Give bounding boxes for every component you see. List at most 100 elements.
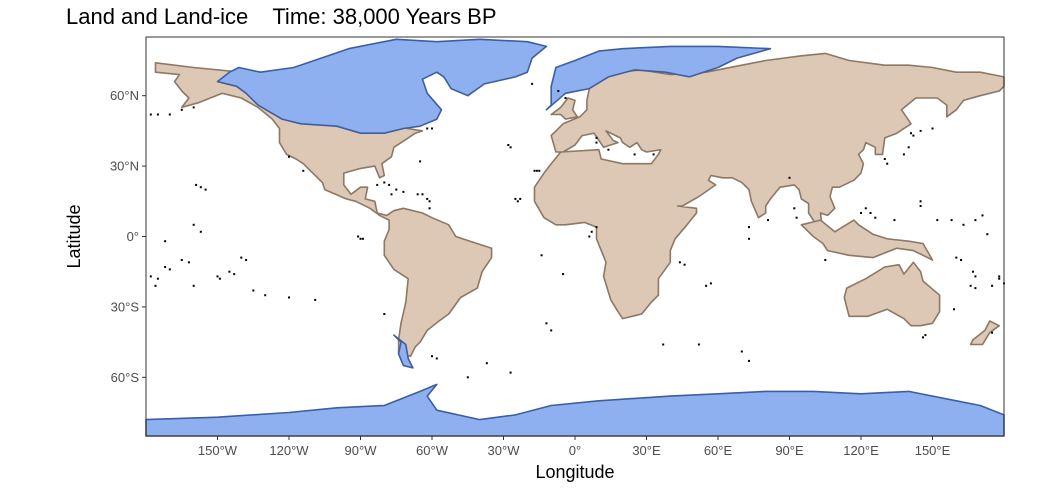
island-mark [149,275,152,278]
y-axis-title: Latitude [64,204,84,268]
island-mark [383,313,386,315]
island-mark [998,275,1001,278]
island-mark [962,223,965,226]
island-mark [678,261,681,264]
island-mark [705,284,708,287]
x-tick-label: 30°W [488,443,521,458]
island-mark [390,193,393,196]
island-mark [590,230,593,233]
x-axis: 150°W 120°W 90°W 60°W 30°W 0° 30°E 60°E 90°E 120°… [198,436,951,458]
island-mark [960,259,963,261]
island-mark [991,331,994,334]
island-mark [187,261,190,264]
island-mark [767,219,769,222]
island-mark [922,336,924,339]
island-mark [359,237,362,240]
island-mark [824,259,827,261]
island-mark [869,212,872,214]
island-mark [421,193,424,196]
island-mark [607,148,610,151]
island-mark [595,141,598,144]
island-mark [233,273,236,276]
island-mark [192,223,195,226]
island-mark [361,237,364,240]
island-mark [969,284,972,287]
island-mark [793,207,796,210]
x-tick-label: 0° [569,443,581,458]
x-tick-label: 120°W [269,443,309,458]
island-mark [683,263,686,266]
island-mark [199,186,202,189]
island-mark [953,308,955,311]
island-mark [507,144,510,146]
y-tick-label: 60°S [111,370,140,385]
island-mark [288,296,290,299]
land-polygon [550,97,579,120]
island-mark [955,256,958,259]
island-mark [218,277,221,280]
island-mark [154,284,157,287]
island-mark [950,219,953,222]
island-mark [998,277,1001,280]
island-mark [428,207,431,210]
island-mark [662,343,665,346]
island-mark [697,343,700,346]
island-mark [485,362,488,365]
island-mark [195,183,198,186]
land-layer [154,52,1005,358]
island-mark [416,193,419,196]
island-mark [919,200,922,203]
island-mark [314,298,317,301]
island-mark [912,134,915,137]
ice-sheet-polygon [393,334,414,369]
map-title: Land and Land-ice Time: 38,000 Years BP [66,4,497,29]
island-mark [535,169,538,172]
island-mark [431,127,433,130]
island-mark [972,270,974,273]
island-mark [395,188,398,191]
island-mark [383,181,386,184]
island-mark [748,237,750,240]
island-mark [788,176,791,179]
island-mark [357,235,360,238]
ice-sheet-polygon [545,45,772,111]
island-mark [156,113,159,116]
island-mark [426,197,429,200]
island-mark [531,82,534,85]
island-mark [509,371,512,374]
island-mark [149,113,152,116]
island-mark [931,127,934,130]
island-mark [426,127,429,130]
island-mark [748,359,750,362]
land-polygon [533,52,1005,320]
y-axis: 60°N 30°N 0° 30°S 60°S [110,88,146,385]
island-mark [550,329,553,332]
y-tick-label: 30°S [111,299,140,314]
island-mark [974,219,977,222]
island-mark [192,106,195,109]
island-mark [514,197,517,200]
x-tick-label: 30°E [632,443,661,458]
land-polygon [969,320,1001,346]
island-mark [168,268,171,271]
island-mark [240,256,243,259]
island-mark [509,146,512,149]
island-mark [245,259,248,261]
island-mark [893,219,896,222]
land-polygon [800,219,934,261]
island-mark [902,153,905,156]
island-mark [164,240,167,243]
island-mark [435,357,438,360]
island-mark [228,270,231,273]
island-mark [748,226,750,229]
island-mark [986,233,989,236]
island-mark [795,216,798,219]
island-mark [204,188,207,191]
ice-sheet-polygon [216,38,548,134]
island-mark [562,273,565,276]
island-mark [519,197,522,200]
island-mark [907,146,910,149]
island-mark [981,214,984,217]
island-mark [156,277,159,280]
x-axis-title: Longitude [535,462,614,482]
